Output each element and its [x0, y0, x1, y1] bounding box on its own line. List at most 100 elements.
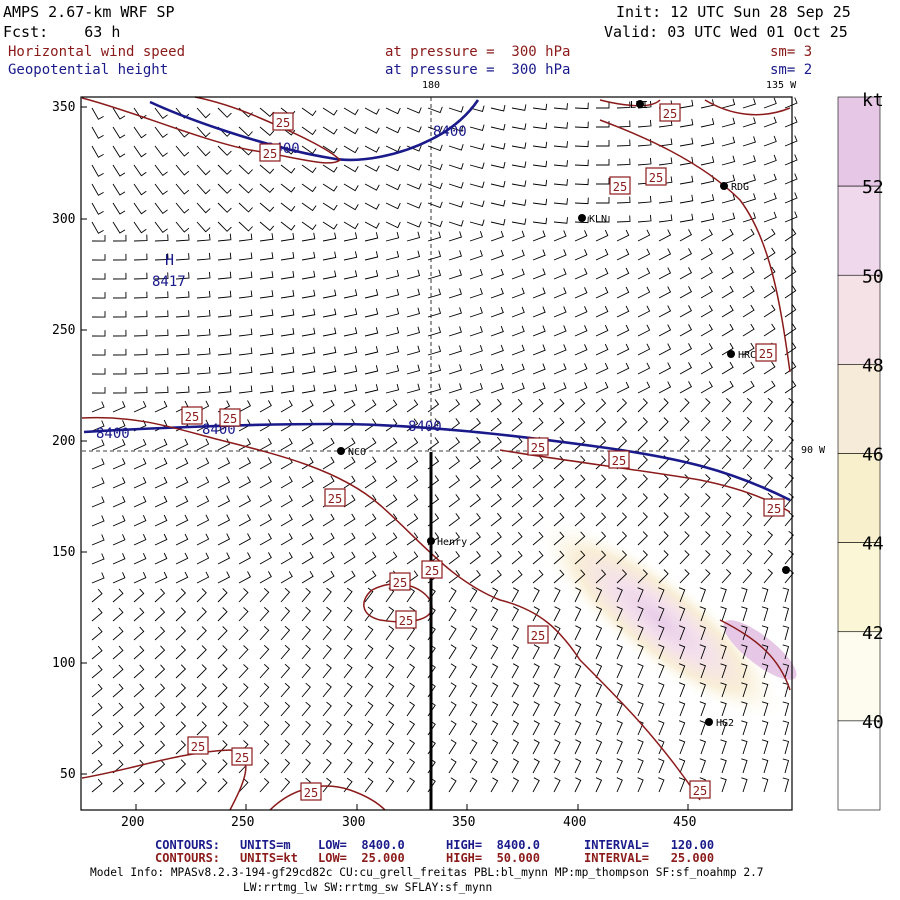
wind-barb [385, 494, 398, 508]
wind-barb [595, 663, 603, 679]
wind-barb [637, 436, 648, 451]
wind-label-box [300, 782, 322, 801]
wind-barb [280, 625, 291, 641]
wind-barb [553, 758, 561, 774]
wind-barb [658, 625, 665, 641]
colorbar-label: 40 [862, 712, 884, 733]
wind-barb [343, 399, 356, 413]
field1-level: at pressure = 300 hPa [385, 44, 571, 60]
wind-barb [721, 454, 732, 470]
wind-barb [469, 105, 485, 112]
wind-barb [133, 683, 145, 698]
field1-name: Horizontal wind speed [8, 44, 186, 60]
wind-barb [406, 183, 422, 190]
wind-barb [280, 438, 293, 451]
wind-barb [112, 515, 126, 527]
wind-barb [343, 251, 358, 261]
wind-barb [322, 606, 332, 622]
wind-barb [763, 266, 776, 280]
wind-barb [448, 231, 462, 242]
wind-barb [238, 476, 252, 489]
wind-barb [511, 325, 525, 337]
wind-barb [364, 327, 379, 337]
wind-barb [133, 496, 147, 508]
wind-barb [574, 306, 588, 318]
wind-barb [133, 721, 145, 736]
wind-barb [196, 164, 211, 176]
wind-barb [595, 455, 607, 470]
wind-barb [532, 531, 544, 546]
wind-barb [133, 367, 148, 375]
wind-barb [301, 232, 316, 242]
wind-barb [91, 401, 105, 413]
wind-barb [238, 683, 249, 698]
wind-barb [532, 720, 540, 736]
wind-barb [175, 183, 190, 195]
wind-barb [259, 644, 270, 660]
wind-barb [741, 701, 748, 717]
wind-barb [343, 384, 358, 394]
wind-barb [385, 107, 401, 115]
wind-barb [280, 552, 293, 565]
wind-barb [553, 587, 561, 603]
wind-barb [385, 475, 398, 489]
wind-barb [112, 310, 127, 318]
wind-barb [784, 435, 794, 451]
wind-barb [364, 475, 377, 489]
wind-barb [595, 362, 609, 375]
wind-barb [721, 228, 734, 242]
wind-label-box [609, 176, 631, 195]
wind-barb [154, 272, 169, 280]
wind-barb [553, 287, 567, 299]
wind-barb [385, 202, 401, 210]
wind-barb [154, 234, 169, 242]
wind-barb [700, 436, 711, 451]
wind-barb [511, 644, 520, 660]
wind-barb [784, 454, 794, 470]
wind-barb [364, 739, 374, 755]
wind-barb [364, 606, 374, 622]
wind-barb [154, 145, 168, 158]
wind-barb [679, 493, 690, 508]
wind-barb [658, 138, 673, 147]
wind-barb [658, 493, 669, 508]
wind-barb [91, 439, 105, 451]
wind-barb [616, 324, 630, 337]
wind-barb [763, 97, 777, 109]
wind-barb [259, 233, 274, 242]
wind-barb [553, 720, 561, 736]
wind-barb [448, 163, 464, 170]
wind-barb [91, 387, 106, 394]
wind-barb [133, 740, 145, 755]
wind-barb [595, 474, 607, 489]
wind-barb [301, 270, 316, 280]
wind-barb [742, 247, 755, 261]
wind-barb [637, 362, 651, 375]
wind-barb [385, 437, 398, 451]
wind-barb [364, 456, 377, 470]
wind-barb [343, 145, 359, 154]
wind-barb [133, 515, 147, 527]
wind-barb [511, 587, 520, 603]
wind-barb [301, 126, 317, 136]
wind-barb [658, 739, 665, 755]
wind-barb [301, 183, 317, 193]
wind-barb [595, 587, 603, 603]
wind-barb [448, 182, 464, 189]
wind-barb [112, 477, 126, 489]
wind-barb [490, 104, 506, 112]
wind-barb [364, 625, 374, 641]
wind-barb [343, 164, 359, 173]
wind-barb [406, 231, 421, 242]
wind-barb [280, 164, 296, 174]
wind-barb [322, 399, 335, 413]
wind-barb [553, 777, 561, 793]
wind-barb [532, 344, 546, 356]
wind-barb [217, 533, 231, 546]
wind-barb [616, 531, 628, 546]
wind-barb [720, 739, 727, 755]
wind-barb [343, 701, 353, 717]
wind-barb [280, 533, 293, 546]
wind-barb [238, 252, 253, 261]
y-tick-200: 200 [52, 434, 76, 449]
